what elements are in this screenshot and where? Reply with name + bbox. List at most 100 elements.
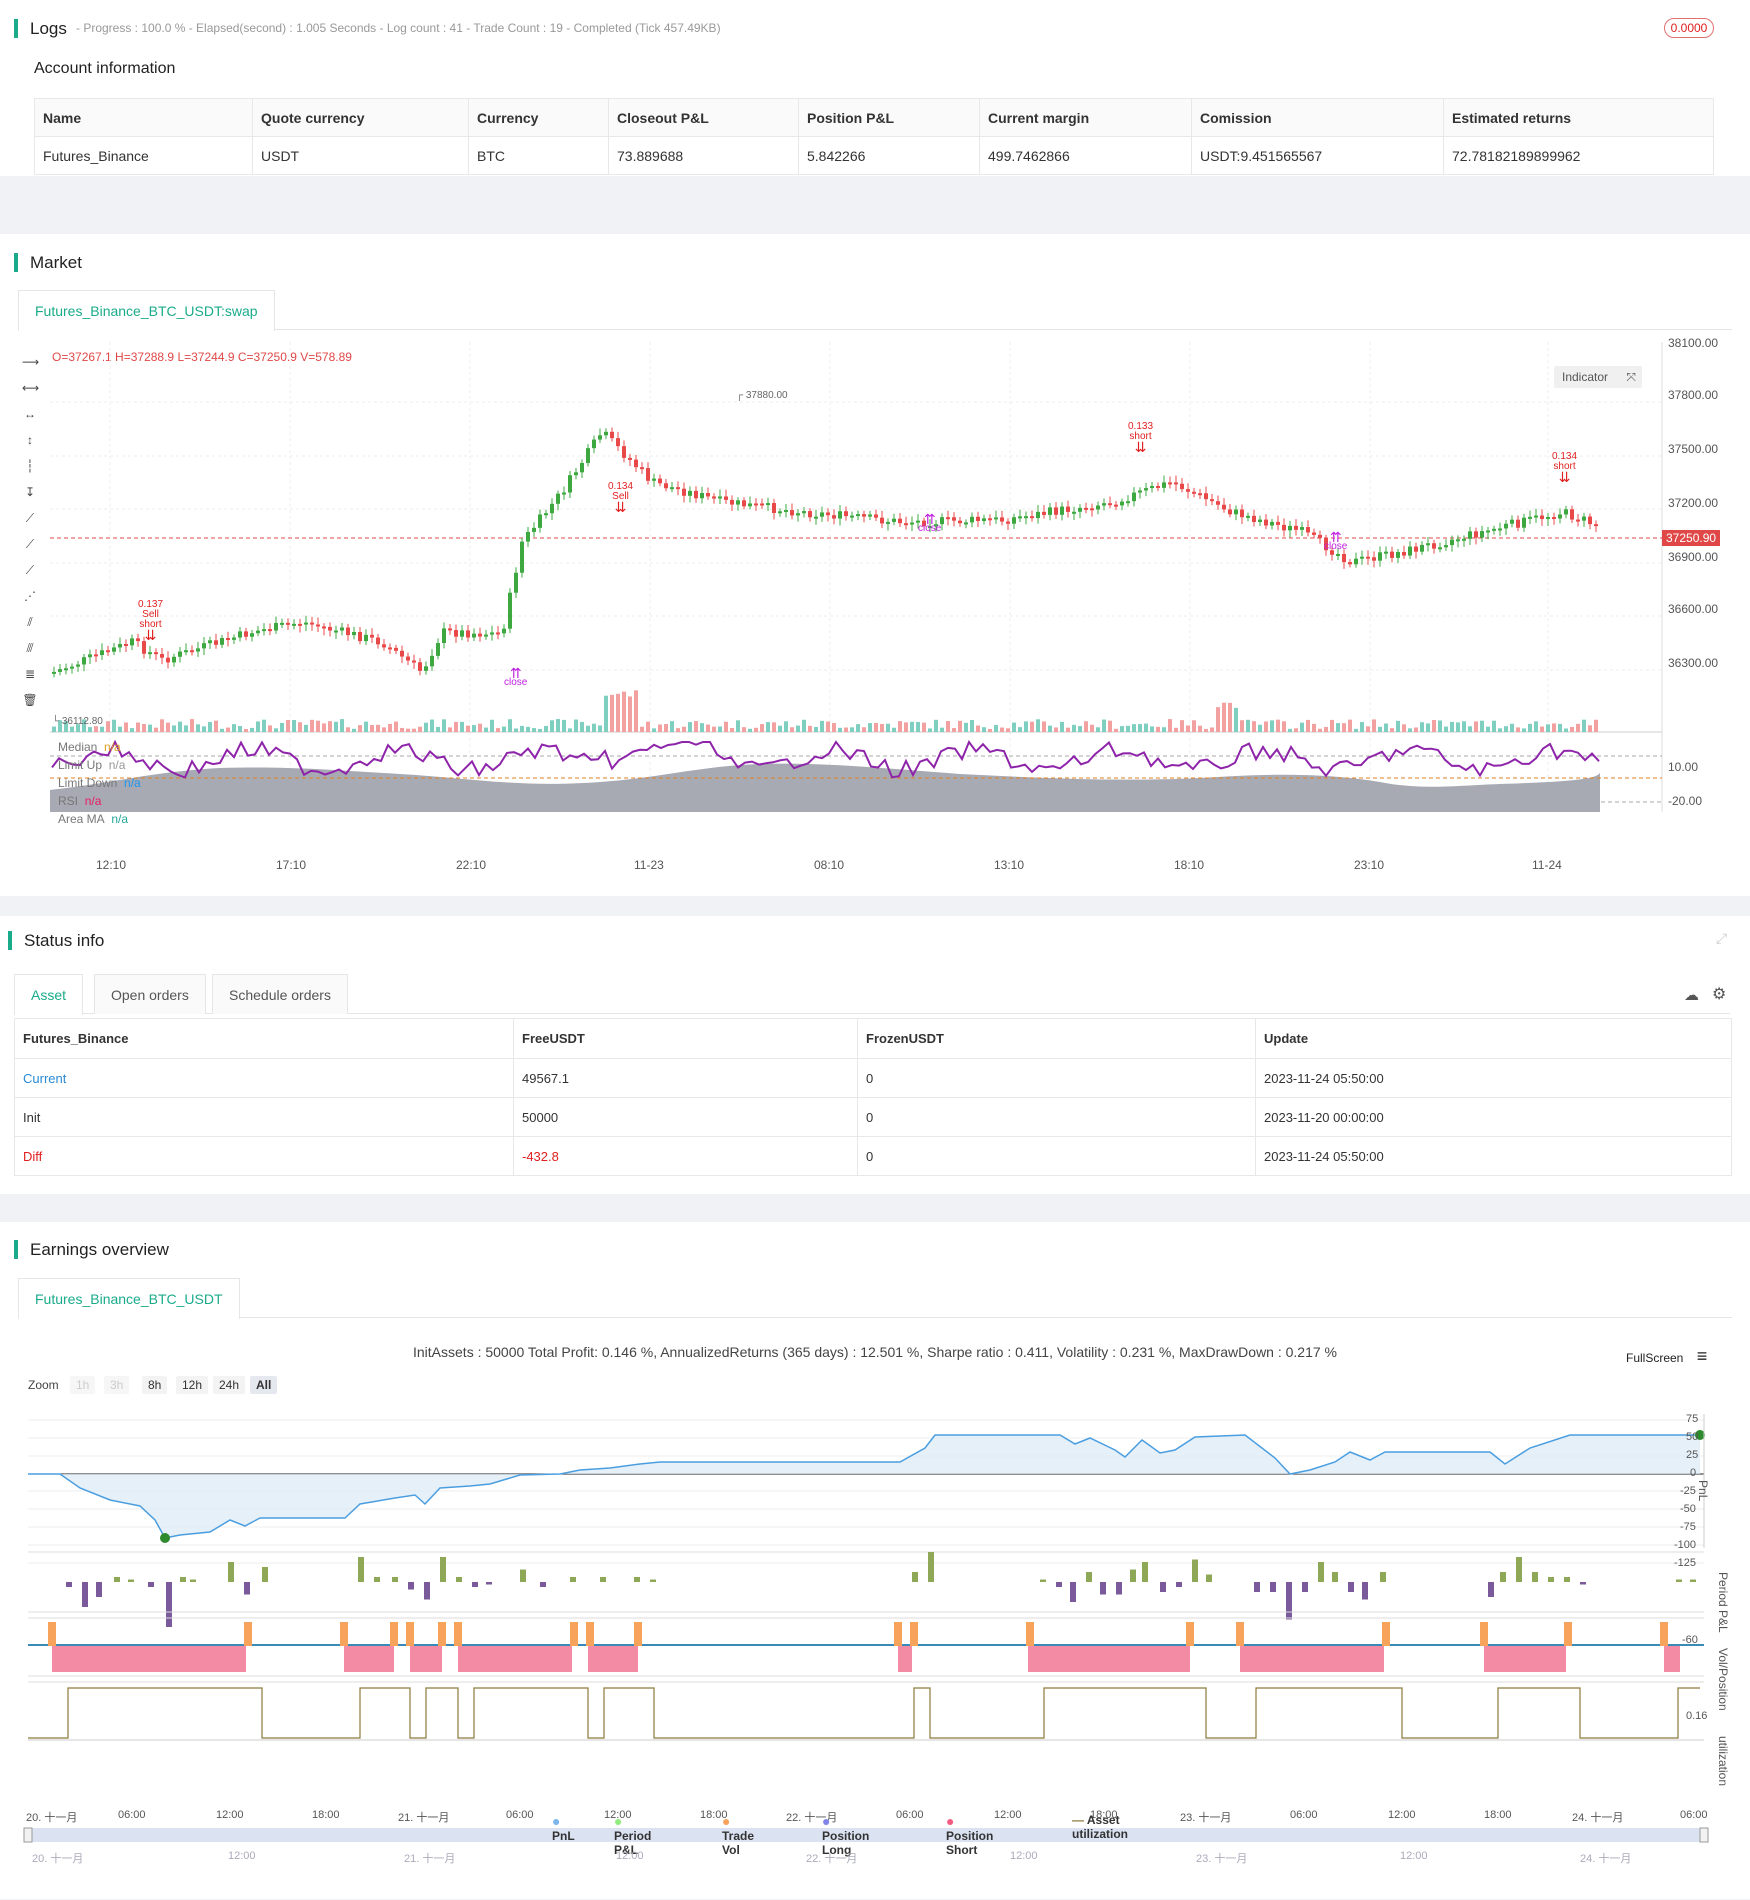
candle-body xyxy=(1222,504,1226,510)
candle-body xyxy=(994,517,998,520)
zoom-24h[interactable]: 24h xyxy=(213,1376,246,1394)
logs-badge[interactable]: 0.0000 xyxy=(1664,18,1714,38)
candle-body xyxy=(970,516,974,523)
legend-period-pnl[interactable]: ● Period P&L xyxy=(614,1813,651,1857)
volume-bar xyxy=(1030,721,1034,732)
volume-bar xyxy=(1540,726,1544,732)
zoom-all[interactable]: All xyxy=(250,1376,278,1394)
candle-body xyxy=(1180,483,1184,490)
price-channel-icon[interactable]: ⋰ xyxy=(24,589,36,603)
candle-body xyxy=(112,647,116,652)
volume-bar xyxy=(910,721,914,732)
volume-bar xyxy=(772,722,776,732)
levels-icon[interactable]: ≣ xyxy=(24,667,36,681)
candle-body xyxy=(1150,486,1154,489)
zoom-12h[interactable]: 12h xyxy=(176,1376,209,1394)
crosshair-icon[interactable]: ⟶ xyxy=(22,355,40,369)
candle-body xyxy=(1174,482,1178,485)
legend-pnl[interactable]: ● PnL xyxy=(552,1813,575,1843)
fib-icon[interactable]: ⫻ xyxy=(26,641,34,655)
volume-bar xyxy=(1240,720,1244,732)
legend-trade-vol[interactable]: ● Trade Vol xyxy=(722,1813,754,1857)
candle-body xyxy=(766,503,770,506)
volume-bar xyxy=(934,719,938,732)
volume-bar xyxy=(670,721,674,732)
zoom-8h[interactable]: 8h xyxy=(142,1376,168,1394)
volume-bar xyxy=(124,722,128,732)
zoom-1h[interactable]: 1h xyxy=(70,1376,96,1394)
time-tick: 13:10 xyxy=(994,858,1025,872)
legend-position-long[interactable]: ● Position Long xyxy=(822,1813,869,1857)
volume-bar xyxy=(568,728,572,732)
horizontal-ray-icon[interactable]: ↔ xyxy=(24,407,36,421)
candle-body xyxy=(634,459,638,468)
navigator-tick: 12:00 xyxy=(228,1850,256,1862)
volume-bar xyxy=(628,696,632,732)
candle-body xyxy=(376,637,380,645)
tab-open-orders[interactable]: Open orders xyxy=(94,974,206,1014)
candle-body xyxy=(292,623,296,626)
candle-body xyxy=(1282,524,1286,531)
parallel-lines-icon[interactable]: ⫽ xyxy=(27,615,33,629)
cell: 0 xyxy=(857,1136,1256,1176)
volume-bar xyxy=(874,722,878,732)
legend-position-short[interactable]: ● Position Short xyxy=(946,1813,993,1857)
position-short-bar xyxy=(1664,1646,1680,1672)
candle-body xyxy=(1036,511,1040,519)
fullscreen-label: FullScreen xyxy=(1626,1351,1684,1365)
ray-line-icon[interactable]: ⟋ xyxy=(25,537,35,551)
arrow-up-icon: ⇈ xyxy=(509,665,522,681)
horizontal-line-icon[interactable]: ⟷ xyxy=(22,381,40,395)
time-tick: 18:00 xyxy=(700,1809,728,1821)
account-info-title: Account information xyxy=(34,60,176,77)
tab-schedule-orders[interactable]: Schedule orders xyxy=(212,974,348,1014)
volume-bar xyxy=(1036,719,1040,732)
candle-body xyxy=(1438,547,1442,550)
segment-icon[interactable]: ⟋ xyxy=(25,563,35,577)
period-pnl-bar xyxy=(1348,1582,1354,1592)
volume-bar xyxy=(64,721,68,732)
vertical-segment-icon[interactable]: ┆ xyxy=(26,459,34,473)
volume-bar xyxy=(106,721,110,732)
candle-body xyxy=(1456,539,1460,542)
volume-bar xyxy=(1576,723,1580,732)
volume-bar xyxy=(712,726,716,732)
vertical-line-icon[interactable]: ↕ xyxy=(27,433,33,447)
trash-icon[interactable]: 🗑 xyxy=(22,693,38,707)
indicator-button[interactable]: Indicator ⤧ xyxy=(1554,366,1642,388)
volume-bar xyxy=(1444,726,1448,732)
tab-market-symbol[interactable]: Futures_Binance_BTC_USDT:swap xyxy=(18,290,275,331)
period-pnl-bar xyxy=(1192,1559,1198,1582)
trade-vol-bar xyxy=(1026,1622,1034,1646)
cell: 5.842266 xyxy=(798,136,980,175)
price-line-icon[interactable]: ↧ xyxy=(24,485,36,499)
rsi-tick: 10.00 xyxy=(1668,760,1699,774)
candle-body xyxy=(886,521,890,524)
candle-body xyxy=(310,622,314,625)
candle-body xyxy=(976,516,980,522)
trade-vol-bar xyxy=(1480,1622,1488,1646)
trend-line-icon[interactable]: ⟋ xyxy=(25,511,35,525)
gear-icon[interactable]: ⚙ xyxy=(1712,986,1727,1003)
dot-icon: ● xyxy=(552,1813,561,1829)
candle-body xyxy=(1006,521,1010,524)
status-title: Status info xyxy=(8,931,104,950)
candle-body xyxy=(1372,557,1376,561)
candle-body xyxy=(1570,509,1574,520)
zoom-3h[interactable]: 3h xyxy=(104,1376,130,1394)
arrow-down-icon: ⇊ xyxy=(1558,469,1571,485)
fullscreen-button[interactable]: FullScreen ≡ xyxy=(1626,1346,1707,1367)
volume-bar xyxy=(640,726,644,732)
earnings-summary: InitAssets : 50000 Total Profit: 0.146 %… xyxy=(413,1344,1337,1360)
candle-body xyxy=(1324,537,1328,551)
tab-earnings-symbol[interactable]: Futures_Binance_BTC_USDT xyxy=(18,1278,240,1319)
volume-bar xyxy=(1354,728,1358,732)
cloud-download-icon[interactable]: ☁ xyxy=(1684,987,1699,1004)
legend-asset-utilization[interactable]: — Asset utilization xyxy=(1072,1813,1128,1841)
last-price-badge: 37250.90 xyxy=(1662,530,1721,546)
period-pnl-bar xyxy=(1142,1562,1148,1582)
expand-icon[interactable]: ⤢ xyxy=(1716,930,1728,946)
candle-body xyxy=(1108,503,1112,506)
candle-body xyxy=(190,650,194,653)
tab-asset[interactable]: Asset xyxy=(14,974,84,1015)
